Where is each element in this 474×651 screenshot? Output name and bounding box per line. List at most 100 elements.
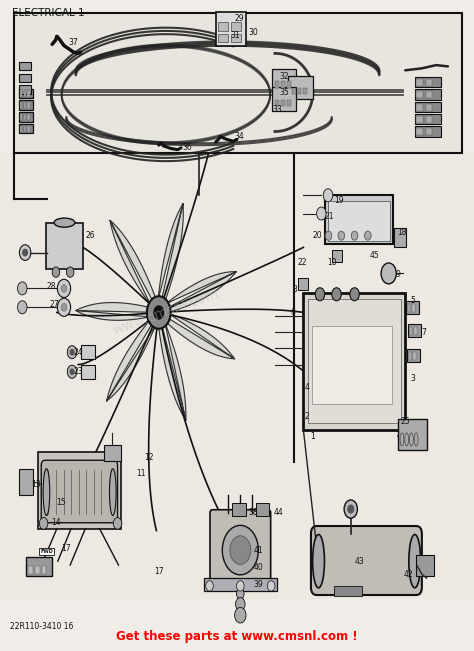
Text: 17: 17: [62, 544, 71, 553]
Ellipse shape: [54, 218, 75, 227]
Bar: [426, 91, 432, 98]
Bar: [408, 304, 410, 312]
Bar: [303, 293, 405, 430]
Bar: [24, 126, 26, 132]
Bar: [410, 327, 412, 335]
Circle shape: [52, 267, 60, 277]
Circle shape: [57, 279, 71, 298]
Circle shape: [18, 282, 27, 295]
Bar: [415, 89, 441, 100]
Bar: [19, 469, 33, 495]
Text: 20: 20: [313, 231, 322, 240]
FancyBboxPatch shape: [311, 526, 422, 595]
Bar: [287, 81, 291, 88]
Bar: [19, 62, 31, 70]
Bar: [204, 578, 277, 591]
Text: 21: 21: [325, 212, 334, 221]
Bar: [426, 128, 432, 135]
Text: 8: 8: [292, 284, 297, 294]
Circle shape: [365, 231, 371, 240]
Circle shape: [325, 231, 332, 240]
Bar: [325, 195, 393, 244]
Bar: [28, 566, 33, 574]
Circle shape: [230, 536, 251, 564]
Bar: [303, 88, 307, 94]
Text: 18: 18: [397, 228, 407, 237]
Circle shape: [350, 288, 359, 301]
Text: www.cmsnl.com: www.cmsnl.com: [111, 286, 221, 339]
Text: FWD: FWD: [40, 549, 53, 554]
Text: 24: 24: [73, 348, 83, 357]
Circle shape: [70, 369, 74, 374]
Bar: [416, 79, 423, 86]
Circle shape: [351, 231, 358, 240]
Bar: [20, 126, 22, 132]
Text: 15: 15: [56, 498, 65, 507]
Circle shape: [66, 267, 74, 277]
Text: 14: 14: [51, 518, 61, 527]
Bar: [27, 90, 30, 97]
Bar: [414, 327, 417, 335]
Text: 25: 25: [401, 417, 410, 426]
Ellipse shape: [409, 534, 421, 588]
Bar: [287, 100, 291, 106]
Bar: [218, 34, 228, 42]
Bar: [312, 326, 392, 404]
Bar: [19, 89, 33, 98]
Bar: [332, 250, 342, 262]
Bar: [275, 81, 279, 88]
Text: Get these parts at www.cmsnl.com !: Get these parts at www.cmsnl.com !: [116, 630, 358, 643]
Circle shape: [332, 288, 341, 301]
Circle shape: [19, 245, 31, 260]
Text: 37: 37: [69, 38, 78, 47]
Circle shape: [315, 288, 325, 301]
Text: 31: 31: [231, 31, 240, 40]
Circle shape: [323, 189, 333, 202]
Bar: [334, 586, 362, 596]
Bar: [394, 228, 406, 247]
Bar: [216, 12, 246, 46]
Polygon shape: [107, 312, 159, 401]
Circle shape: [236, 598, 245, 611]
Circle shape: [23, 249, 27, 256]
Text: 28: 28: [46, 282, 56, 291]
Bar: [232, 503, 246, 516]
Bar: [81, 345, 95, 359]
Bar: [413, 352, 416, 360]
Text: 13: 13: [31, 480, 40, 490]
Text: 7: 7: [422, 327, 427, 337]
Circle shape: [206, 581, 213, 591]
Text: 17: 17: [154, 567, 164, 576]
Polygon shape: [159, 312, 235, 359]
Text: 11: 11: [137, 469, 146, 478]
Circle shape: [67, 365, 77, 378]
Polygon shape: [76, 303, 159, 320]
Bar: [406, 301, 419, 314]
Bar: [54, 222, 75, 230]
Text: 40: 40: [254, 563, 263, 572]
Text: 10: 10: [327, 258, 337, 267]
Circle shape: [70, 350, 74, 355]
Circle shape: [61, 284, 67, 292]
Bar: [19, 124, 33, 133]
Bar: [409, 352, 411, 360]
Bar: [231, 34, 241, 42]
Bar: [27, 102, 30, 109]
Bar: [281, 81, 285, 88]
Text: 38: 38: [249, 508, 258, 518]
Text: 19: 19: [334, 196, 344, 205]
Text: 22: 22: [298, 258, 307, 267]
Bar: [35, 566, 40, 574]
Bar: [0, 153, 474, 599]
Text: 29: 29: [235, 14, 244, 23]
Ellipse shape: [313, 534, 324, 588]
Bar: [415, 77, 441, 87]
Bar: [19, 85, 31, 94]
Bar: [19, 112, 33, 122]
Circle shape: [237, 589, 244, 599]
Circle shape: [18, 301, 27, 314]
Circle shape: [235, 607, 246, 623]
Text: 9: 9: [396, 270, 401, 279]
Text: 5: 5: [410, 296, 415, 305]
Ellipse shape: [109, 469, 116, 516]
